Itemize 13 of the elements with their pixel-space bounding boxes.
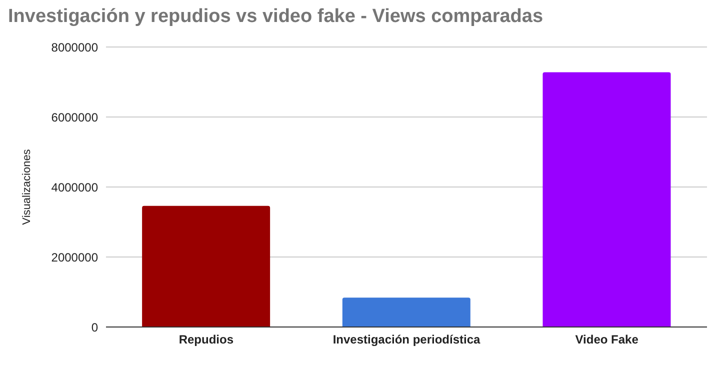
bar bbox=[342, 298, 470, 327]
x-tick-label: Repudios bbox=[178, 332, 234, 347]
x-tick-label: Video Fake bbox=[575, 332, 639, 347]
bar bbox=[142, 206, 270, 327]
chart-title: Investigación y repudios vs video fake - Views comparadas bbox=[8, 6, 544, 28]
y-axis-title: Visualizaciones bbox=[20, 148, 33, 225]
y-tick-label: 4000000 bbox=[51, 180, 98, 194]
y-tick-label: 6000000 bbox=[51, 110, 98, 124]
y-tick-label: 0 bbox=[91, 320, 98, 334]
x-tick-label: Investigación periodística bbox=[332, 332, 481, 347]
y-tick-label: 2000000 bbox=[51, 250, 98, 264]
y-tick-label: 8000000 bbox=[51, 40, 98, 54]
bar bbox=[542, 72, 671, 327]
